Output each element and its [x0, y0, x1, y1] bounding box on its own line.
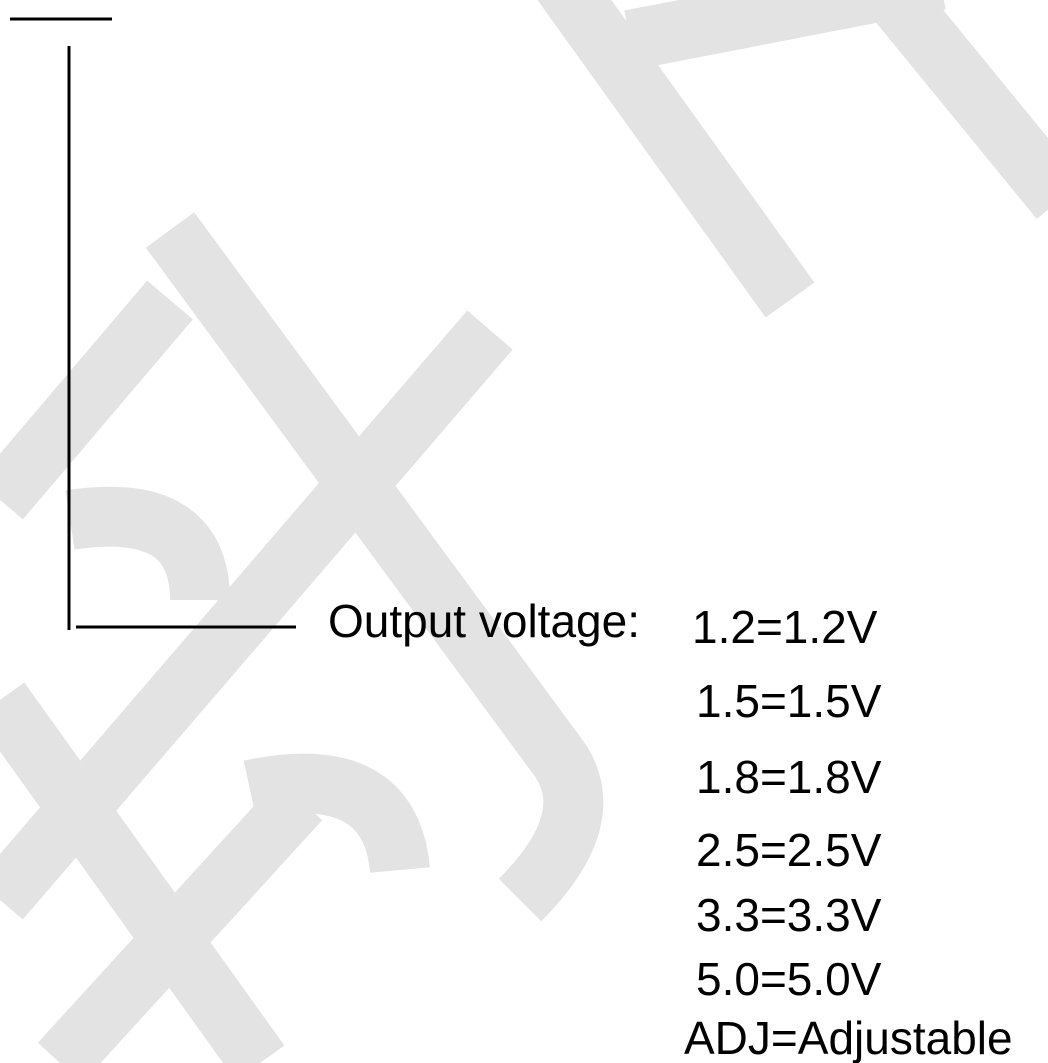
label: Output voltage: — [328, 595, 640, 647]
option: 1.5=1.5V — [696, 675, 882, 727]
option: ADJ=Adjustable — [684, 1012, 1013, 1063]
option: 5.0=5.0V — [696, 953, 882, 1005]
bracket-lines — [10, 17, 296, 630]
options: 1.2=1.2V 1.5=1.5V 1.8=1.8V 2.5=2.5V 3.3=3.3V… — [684, 601, 1013, 1063]
option: 1.2=1.2V — [692, 601, 878, 653]
option: 1.8=1.8V — [696, 751, 882, 803]
option: 3.3=3.3V — [696, 889, 882, 941]
option: 2.5=2.5V — [696, 824, 882, 876]
